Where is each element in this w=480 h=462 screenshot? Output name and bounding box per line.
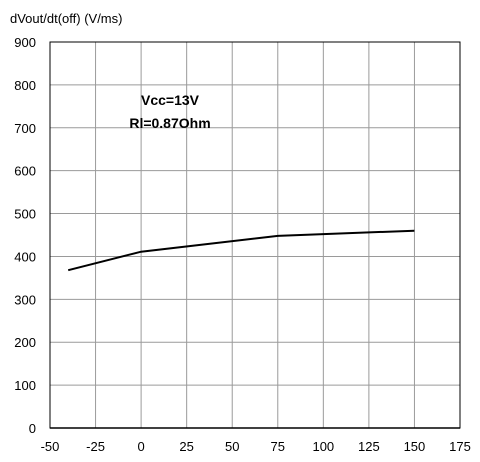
series-line	[67, 229, 415, 272]
x-tick-label: 125	[358, 439, 380, 454]
y-tick-label: 300	[14, 292, 36, 307]
x-tick-label: -25	[86, 439, 105, 454]
x-tick-label: 50	[225, 439, 239, 454]
x-tick-label: 175	[449, 439, 471, 454]
y-tick-label: 100	[14, 378, 36, 393]
y-tick-label: 600	[14, 164, 36, 179]
x-tick-label: 25	[179, 439, 193, 454]
y-tick-label: 400	[14, 249, 36, 264]
y-tick-label: 500	[14, 207, 36, 222]
x-tick-label: 0	[137, 439, 144, 454]
y-tick-label: 800	[14, 78, 36, 93]
y-tick-label: 0	[29, 421, 36, 436]
y-tick-label: 700	[14, 121, 36, 136]
annotation-vcc: Vcc=13V	[141, 92, 200, 108]
series-layer	[67, 229, 415, 272]
grid	[50, 42, 460, 429]
x-tick-label: -50	[41, 439, 60, 454]
x-tick-label: 100	[312, 439, 334, 454]
tick-labels: -50 -25 0 25 50 75 100 125 150 175 0 100 200 300 400 50…	[14, 35, 471, 454]
y-axis-label: dVout/dt(off) (V/ms)	[10, 11, 122, 26]
annotation-rl: Rl=0.87Ohm	[129, 115, 210, 131]
x-tick-label: 150	[404, 439, 426, 454]
x-tick-label: 75	[271, 439, 285, 454]
y-tick-label: 200	[14, 335, 36, 350]
plot-frame	[49, 41, 461, 429]
y-tick-label: 900	[14, 35, 36, 50]
